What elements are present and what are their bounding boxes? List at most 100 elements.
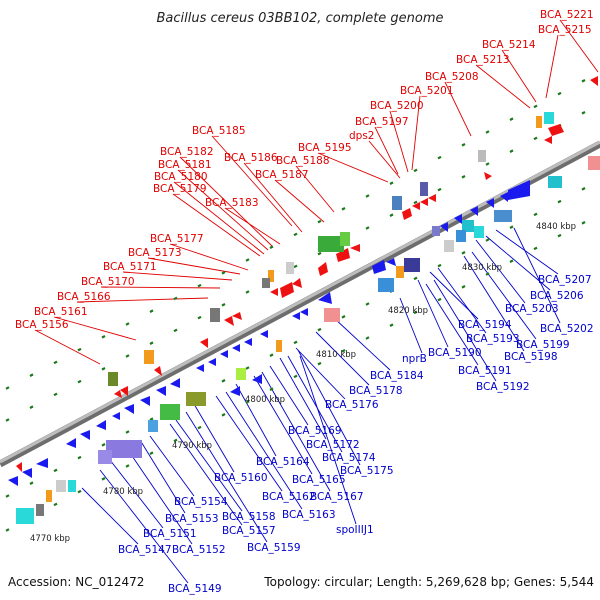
tick-mark	[485, 272, 490, 276]
reverse-gene-connector	[193, 403, 235, 473]
scale-labels: 4770 kbp 4780 kbp 4790 kbp 4800 kbp 4810 kbp…	[30, 222, 576, 544]
tick-mark	[245, 366, 250, 370]
forward-gene-connector	[411, 95, 421, 171]
tick-mark	[557, 233, 562, 238]
forward-gene-label: BCA_5179	[153, 183, 207, 195]
accession-text: Accession: NC_012472	[8, 575, 144, 589]
reverse-gene-connector	[463, 255, 525, 352]
reverse-gene-label: BCA_5192	[476, 381, 530, 393]
forward-gene-connector	[179, 156, 273, 247]
tick-mark	[461, 285, 466, 289]
tick-mark	[461, 143, 466, 147]
reverse-gene-connector	[295, 347, 346, 400]
forward-gene-label: BCA_5171	[103, 261, 157, 273]
forward-gene-connector	[243, 162, 303, 233]
reverse-gene-label: BCA_5169	[288, 425, 342, 437]
reverse-gene-label: BCA_5198	[504, 351, 558, 363]
reverse-gene-label: BCA_5160	[214, 472, 268, 484]
tick-mark	[173, 438, 178, 443]
tick-mark	[77, 489, 82, 494]
forward-gene-label: BCA_5170	[81, 276, 135, 288]
tick-mark	[5, 418, 10, 422]
tick-mark	[557, 199, 562, 204]
tick-mark	[173, 296, 178, 301]
reverse-gene-label: BCA_5191	[458, 365, 512, 377]
reverse-gene-label: BCA_5190	[428, 347, 482, 359]
reverse-gene-connector	[471, 251, 537, 340]
reverse-gene-connector	[433, 279, 497, 382]
forward-gene-connector	[147, 257, 241, 275]
tick-mark	[53, 468, 58, 473]
reverse-gene-connector	[149, 435, 195, 497]
tick-mark	[317, 361, 322, 366]
forward-gene-label: BCA_5186	[224, 152, 278, 164]
tick-mark	[581, 79, 586, 83]
tick-mark	[581, 187, 586, 191]
scale-label: 4800 kbp	[245, 395, 285, 405]
tick-mark	[53, 360, 58, 365]
reverse-gene-connector	[139, 439, 186, 514]
reverse-gene-connector	[269, 365, 309, 426]
scale-label: 4810 kbp	[316, 350, 356, 360]
forward-gene-connector	[444, 81, 472, 137]
tick-mark	[125, 322, 130, 326]
tick-mark	[509, 117, 514, 121]
tick-mark	[245, 400, 250, 404]
tick-mark	[413, 168, 418, 173]
reverse-gene-label: BCA_5158	[222, 511, 276, 523]
tick-mark	[293, 374, 298, 379]
tick-mark	[485, 130, 490, 134]
forward-gene-connector	[317, 152, 389, 183]
tick-mark	[485, 238, 490, 242]
tick-mark	[5, 528, 10, 532]
reverse-gene-label: BCA_5193	[466, 333, 520, 345]
forward-gene-connector	[295, 165, 335, 213]
reverse-gene-connector	[299, 355, 357, 525]
forward-gene-label: BCA_5173	[128, 247, 182, 259]
tick-mark	[221, 271, 226, 275]
forward-gene-label: BCA_5213	[456, 54, 510, 66]
tick-mark	[509, 149, 514, 153]
forward-gene-connector	[122, 271, 233, 281]
topology-text: Topology: circular; Length: 5,269,628 bp…	[263, 575, 594, 589]
reverse-gene-label: BCA_5175	[340, 465, 394, 477]
tick-mark	[245, 290, 250, 294]
reverse-gene-label: BCA_5176	[325, 399, 379, 411]
tick-mark	[29, 481, 34, 485]
reverse-gene-label: BCA_5178	[349, 385, 403, 397]
tick-mark	[461, 251, 466, 255]
reverse-gene-label: BCA_5174	[322, 452, 376, 464]
reverse-gene-label: BCA_5157	[222, 525, 276, 537]
tick-mark	[365, 336, 370, 340]
tick-mark	[221, 379, 226, 383]
tick-mark	[149, 341, 154, 345]
reverse-gene-connector	[287, 355, 343, 453]
reverse-gene-label: BCA_5167	[310, 491, 364, 503]
forward-gene-connector	[224, 207, 281, 245]
reverse-gene-connector	[495, 229, 559, 275]
reverse-gene-label: BCA_5184	[370, 370, 424, 382]
tick-mark	[317, 219, 322, 224]
forward-gene-label: BCA_5161	[34, 306, 88, 318]
reverse-gene-label: BCA_5202	[540, 323, 594, 335]
reverse-gene-label: BCA_5154	[174, 496, 228, 508]
tick-mark	[29, 405, 34, 409]
reverse-gene-connector	[185, 411, 268, 543]
reverse-gene-label: BCA_5172	[306, 439, 360, 451]
tick-mark	[341, 207, 346, 211]
reverse-gene-arrows	[8, 180, 530, 486]
tick-mark	[101, 335, 106, 339]
genome-backbone	[0, 140, 600, 468]
tick-mark	[173, 328, 178, 333]
tick-mark	[317, 327, 322, 332]
tick-mark	[197, 283, 202, 288]
forward-gene-label: BCA_5187	[255, 169, 309, 181]
forward-gene-label: BCA_5197	[355, 116, 409, 128]
scale-label: 4840 kbp	[536, 222, 576, 232]
tick-mark	[29, 373, 34, 377]
reverse-gene-label: BCA_5149	[168, 583, 222, 595]
scale-label: 4820 kbp	[388, 306, 428, 316]
tick-mark	[581, 111, 586, 115]
forward-gene-connector	[475, 64, 531, 109]
tick-mark	[509, 225, 514, 229]
